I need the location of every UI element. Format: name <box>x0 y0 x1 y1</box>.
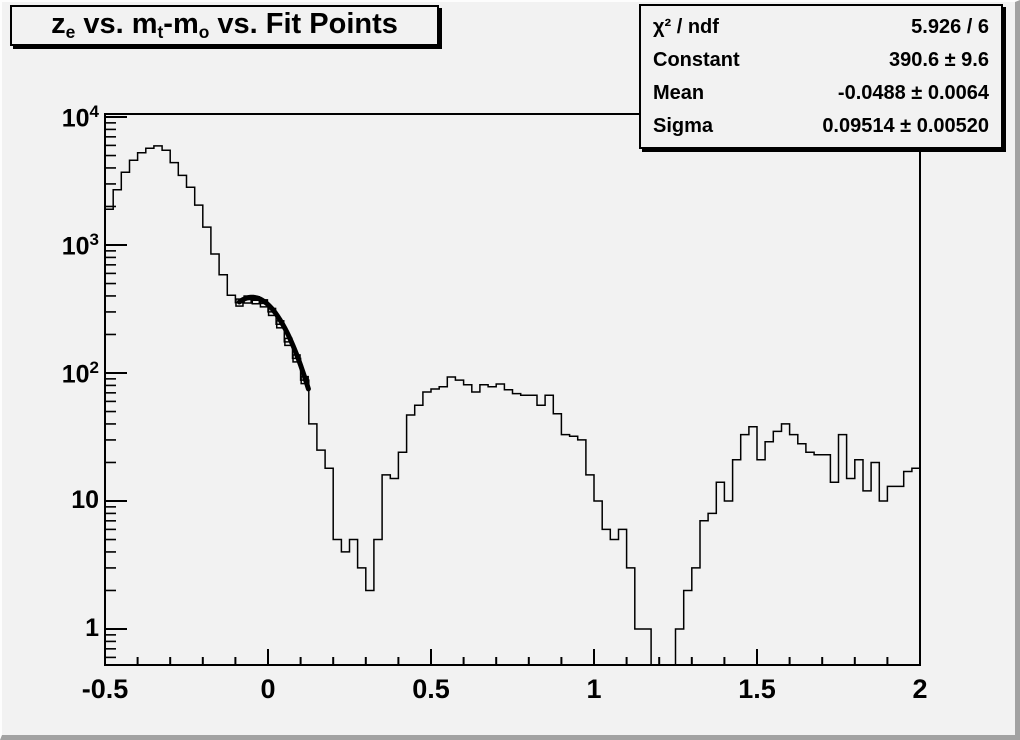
fit-point-marker <box>292 354 301 363</box>
title-text-part: vs. m <box>75 7 158 40</box>
title-subscript: e <box>65 22 76 43</box>
plot-frame <box>104 113 921 666</box>
stat-value: 390.6 ± 9.6 <box>889 48 989 71</box>
stat-row-constant: Constant 390.6 ± 9.6 <box>653 50 989 70</box>
y-axis-label-exponent: 2 <box>89 358 99 377</box>
stats-box: χ² / ndf 5.926 / 6 Constant 390.6 ± 9.6 … <box>639 4 1003 149</box>
title-text-part: z <box>51 7 66 40</box>
stat-row-chi2: χ² / ndf 5.926 / 6 <box>653 17 989 37</box>
stat-value: -0.0488 ± 0.0064 <box>837 82 989 105</box>
fit-point-marker <box>284 337 293 347</box>
histogram-line <box>105 145 920 666</box>
x-axis-label: 0 <box>260 674 276 704</box>
fit-point-marker <box>267 307 277 317</box>
stat-label: Mean <box>653 82 705 105</box>
title-text-part: vs. Fit Points <box>209 7 398 40</box>
x-axis-label: 0.5 <box>412 674 450 704</box>
stat-value: 5.926 / 6 <box>911 15 989 38</box>
stat-label: Constant <box>653 48 740 71</box>
x-axis-label: 1 <box>586 674 602 704</box>
y-axis-label-exponent: 3 <box>89 230 99 249</box>
stat-label: χ² / ndf <box>653 15 719 38</box>
x-axis-label: 2 <box>912 674 928 704</box>
title-subscript: o <box>198 22 210 43</box>
y-axis-label: 103 <box>61 230 99 261</box>
fit-point-marker <box>300 375 309 385</box>
x-axis-label: 1.5 <box>738 674 776 704</box>
fit-point-marker <box>259 299 269 308</box>
y-axis-label: 10 <box>71 486 99 514</box>
x-axis-label: -0.5 <box>81 674 129 704</box>
y-axis-label: 1 <box>85 614 99 642</box>
fit-point-marker <box>251 296 261 305</box>
fit-point-marker <box>235 298 244 307</box>
fit-point-marker <box>243 295 252 304</box>
y-axis-label-exponent: 4 <box>89 102 99 121</box>
stat-value: 0.09514 ± 0.00520 <box>822 115 989 138</box>
title-box: ze vs. mt-mo vs. Fit Points <box>10 5 439 46</box>
stat-label: Sigma <box>653 115 714 138</box>
chart-title: ze vs. mt-mo vs. Fit Points <box>51 8 398 43</box>
title-subscript: t <box>157 22 164 43</box>
y-axis-label: 102 <box>61 358 99 389</box>
fit-point-marker <box>275 320 285 329</box>
stat-row-sigma: Sigma 0.09514 ± 0.00520 <box>653 116 989 136</box>
stat-row-mean: Mean -0.0488 ± 0.0064 <box>653 83 989 103</box>
fit-curve <box>236 294 311 392</box>
y-axis-label: 104 <box>61 102 99 133</box>
title-text-part: -m <box>163 7 199 40</box>
